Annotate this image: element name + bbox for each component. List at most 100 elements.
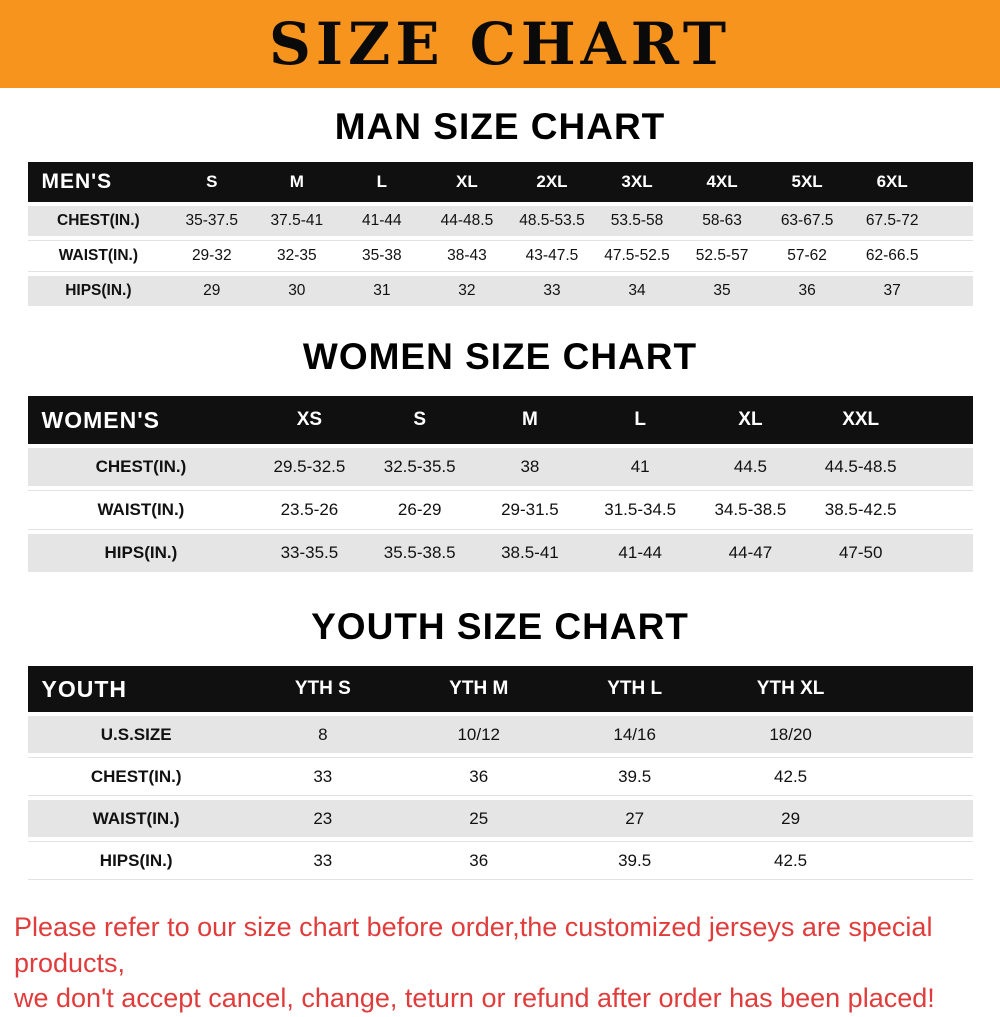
size-value-cell: 10/12 — [400, 716, 557, 753]
size-column-header: M — [254, 162, 340, 202]
table-row: HIPS(IN.) 33-35.5 35.5-38.5 38.5-41 41-44 44-… — [27, 534, 973, 572]
page-title: SIZE CHART — [268, 10, 732, 78]
disclaimer-note: Please refer to our size chart before or… — [0, 910, 1000, 1017]
size-value-cell: 29 — [712, 800, 869, 837]
size-value-cell: 27 — [556, 800, 713, 837]
youth-size-table: YOUTH YTH S YTH M YTH L YTH XL U.S.SIZE 8 10/12… — [27, 662, 973, 884]
measure-label-cell: HIPS(IN.) — [27, 534, 255, 572]
table-name-cell: WOMEN'S — [27, 396, 255, 444]
size-column-header: XL — [695, 396, 806, 444]
spacer-cell — [868, 757, 973, 796]
size-column-header: YTH XL — [712, 666, 869, 712]
size-column-header: 4XL — [679, 162, 765, 202]
size-value-cell: 33 — [509, 276, 595, 306]
size-value-cell: 38.5-42.5 — [805, 490, 916, 530]
spacer-cell — [868, 800, 973, 837]
table-header-row: YOUTH YTH S YTH M YTH L YTH XL — [27, 666, 973, 712]
measure-label-cell: WAIST(IN.) — [27, 240, 170, 272]
size-value-cell: 35 — [679, 276, 765, 306]
measure-label-cell: HIPS(IN.) — [27, 841, 245, 880]
table-row: WAIST(IN.) 29-32 32-35 35-38 38-43 43-47.5 47.… — [27, 240, 973, 272]
size-value-cell: 33 — [244, 841, 401, 880]
size-column-header: XXL — [805, 396, 916, 444]
size-value-cell: 39.5 — [556, 841, 713, 880]
table-row: HIPS(IN.) 29 30 31 32 33 34 35 36 37 — [27, 276, 973, 306]
size-column-header: YTH M — [400, 666, 557, 712]
size-value-cell: 29-31.5 — [474, 490, 586, 530]
size-column-header: 5XL — [764, 162, 850, 202]
spacer-cell — [915, 490, 973, 530]
spacer-cell — [934, 206, 973, 236]
table-header-row: MEN'S S M L XL 2XL 3XL 4XL 5XL 6XL — [27, 162, 973, 202]
size-table: YOUTH YTH S YTH M YTH L YTH XL U.S.SIZE 8 10/12… — [27, 662, 973, 884]
table-header-row: WOMEN'S XS S M L XL XXL — [27, 396, 973, 444]
size-value-cell: 41-44 — [339, 206, 425, 236]
size-value-cell: 53.5-58 — [594, 206, 680, 236]
size-value-cell: 44-47 — [695, 534, 806, 572]
size-value-cell: 36 — [764, 276, 850, 306]
size-value-cell: 32-35 — [254, 240, 340, 272]
table-row: WAIST(IN.) 23.5-26 26-29 29-31.5 31.5-34.5 34… — [27, 490, 973, 530]
size-value-cell: 43-47.5 — [509, 240, 595, 272]
table-row: U.S.SIZE 8 10/12 14/16 18/20 — [27, 716, 973, 753]
size-value-cell: 48.5-53.5 — [509, 206, 595, 236]
women-size-table: WOMEN'S XS S M L XL XXL CHEST(IN.) 29.5-32.5 32.5… — [27, 392, 973, 576]
disclaimer-line-2: we don't accept cancel, change, teturn o… — [14, 983, 935, 1014]
spacer-cell — [868, 666, 973, 712]
table-row: HIPS(IN.) 33 36 39.5 42.5 — [27, 841, 973, 880]
size-value-cell: 34 — [594, 276, 680, 306]
size-value-cell: 36 — [400, 841, 557, 880]
size-value-cell: 32.5-35.5 — [364, 448, 475, 486]
size-value-cell: 47.5-52.5 — [594, 240, 680, 272]
size-value-cell: 42.5 — [712, 841, 869, 880]
size-column-header: L — [339, 162, 425, 202]
size-value-cell: 35-38 — [339, 240, 425, 272]
size-value-cell: 23.5-26 — [254, 490, 365, 530]
size-value-cell: 62-66.5 — [849, 240, 935, 272]
size-value-cell: 58-63 — [679, 206, 765, 236]
size-value-cell: 52.5-57 — [679, 240, 765, 272]
size-column-header: S — [169, 162, 255, 202]
size-value-cell: 35-37.5 — [169, 206, 255, 236]
size-value-cell: 38.5-41 — [474, 534, 586, 572]
size-table: WOMEN'S XS S M L XL XXL CHEST(IN.) 29.5-32.5 32.5… — [27, 392, 973, 576]
size-column-header: YTH S — [244, 666, 401, 712]
size-column-header: 3XL — [594, 162, 680, 202]
size-column-header: S — [364, 396, 475, 444]
table-row: CHEST(IN.) 35-37.5 37.5-41 41-44 44-48.5 48.5… — [27, 206, 973, 236]
size-value-cell: 8 — [244, 716, 401, 753]
size-value-cell: 57-62 — [764, 240, 850, 272]
measure-label-cell: U.S.SIZE — [27, 716, 245, 753]
size-value-cell: 35.5-38.5 — [364, 534, 475, 572]
header-banner: SIZE CHART — [0, 0, 1000, 88]
size-value-cell: 47-50 — [805, 534, 916, 572]
size-value-cell: 25 — [400, 800, 557, 837]
men-size-table: MEN'S S M L XL 2XL 3XL 4XL 5XL 6XL CHEST(IN.) 35-37… — [27, 158, 973, 310]
table-name-cell: YOUTH — [27, 666, 245, 712]
size-value-cell: 41 — [585, 448, 696, 486]
size-column-header: 2XL — [509, 162, 595, 202]
spacer-cell — [915, 534, 973, 572]
size-value-cell: 31.5-34.5 — [585, 490, 696, 530]
size-value-cell: 29 — [169, 276, 255, 306]
size-table: MEN'S S M L XL 2XL 3XL 4XL 5XL 6XL CHEST(IN.) 35-37… — [27, 158, 973, 310]
spacer-cell — [915, 448, 973, 486]
size-value-cell: 41-44 — [585, 534, 696, 572]
spacer-cell — [934, 240, 973, 272]
size-value-cell: 37 — [849, 276, 935, 306]
size-value-cell: 44.5-48.5 — [805, 448, 916, 486]
size-value-cell: 26-29 — [364, 490, 475, 530]
size-value-cell: 38 — [474, 448, 586, 486]
size-value-cell: 14/16 — [556, 716, 713, 753]
size-value-cell: 36 — [400, 757, 557, 796]
size-value-cell: 23 — [244, 800, 401, 837]
size-value-cell: 30 — [254, 276, 340, 306]
spacer-cell — [915, 396, 973, 444]
size-value-cell: 63-67.5 — [764, 206, 850, 236]
size-value-cell: 33 — [244, 757, 401, 796]
size-value-cell: 37.5-41 — [254, 206, 340, 236]
section-title-women: WOMEN SIZE CHART — [302, 336, 698, 377]
spacer-cell — [934, 276, 973, 306]
size-value-cell: 34.5-38.5 — [695, 490, 806, 530]
table-row: WAIST(IN.) 23 25 27 29 — [27, 800, 973, 837]
